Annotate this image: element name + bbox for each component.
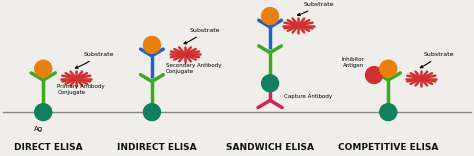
Ellipse shape bbox=[262, 8, 279, 24]
Text: DIRECT ELISA: DIRECT ELISA bbox=[14, 143, 82, 152]
Ellipse shape bbox=[380, 60, 397, 77]
Text: COMPETITIVE ELISA: COMPETITIVE ELISA bbox=[338, 143, 438, 152]
Text: Ag: Ag bbox=[34, 126, 43, 132]
Text: Substrate: Substrate bbox=[420, 52, 454, 68]
Text: INDIRECT ELISA: INDIRECT ELISA bbox=[117, 143, 196, 152]
Text: Substrate: Substrate bbox=[184, 28, 220, 44]
Text: Primary Antibody
Conjugate: Primary Antibody Conjugate bbox=[57, 84, 105, 95]
Ellipse shape bbox=[144, 104, 160, 121]
Ellipse shape bbox=[35, 104, 52, 121]
Text: Substrate: Substrate bbox=[75, 52, 114, 68]
Text: Secondary Antibody
Conjugate: Secondary Antibody Conjugate bbox=[166, 63, 222, 74]
Ellipse shape bbox=[262, 75, 279, 92]
Text: Capture Antibody: Capture Antibody bbox=[284, 94, 332, 99]
Text: Substrate: Substrate bbox=[298, 2, 334, 16]
Ellipse shape bbox=[35, 60, 52, 77]
Ellipse shape bbox=[380, 104, 397, 121]
Text: Inhibitor
Antigen: Inhibitor Antigen bbox=[342, 57, 365, 68]
Ellipse shape bbox=[144, 37, 160, 53]
Ellipse shape bbox=[365, 67, 383, 83]
Text: SANDWICH ELISA: SANDWICH ELISA bbox=[226, 143, 314, 152]
